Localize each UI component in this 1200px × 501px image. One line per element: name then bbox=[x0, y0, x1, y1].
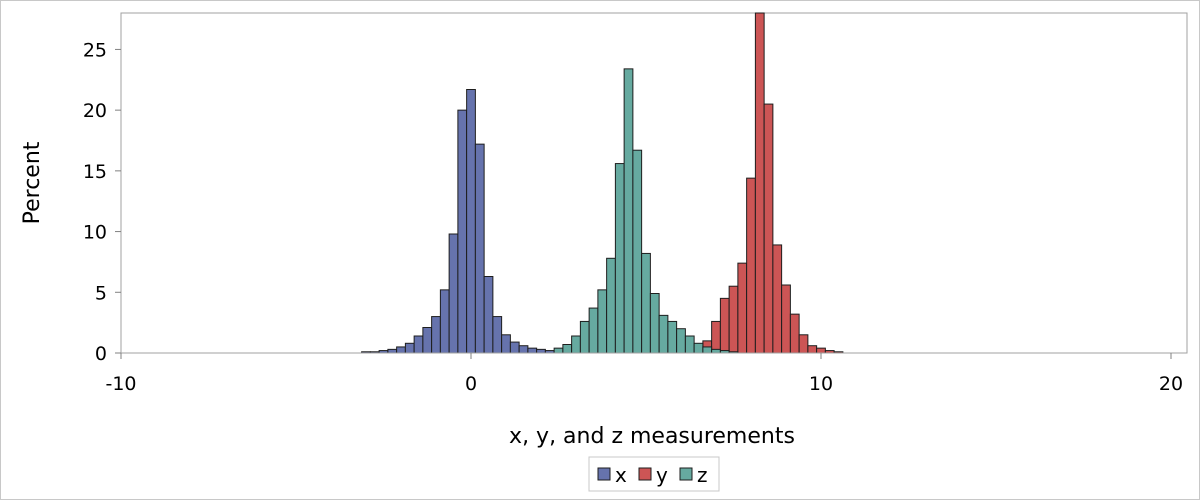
bar-x-11 bbox=[457, 109, 468, 354]
bar-y-9 bbox=[763, 103, 774, 354]
bar-x-3 bbox=[387, 348, 398, 354]
bar-z-13 bbox=[667, 320, 678, 354]
bar-x-8 bbox=[431, 316, 441, 354]
bar-y-8 bbox=[754, 12, 765, 354]
y-tick-label-1: 5 bbox=[95, 282, 107, 304]
x-axis-ticks: -10 0 10 20 bbox=[105, 353, 1183, 395]
bar-z-7 bbox=[614, 163, 625, 354]
bar-x-10 bbox=[448, 233, 459, 354]
bar-y-7 bbox=[746, 177, 756, 354]
y-axis-ticks: 0 5 10 15 20 25 bbox=[83, 39, 121, 365]
x-tick-label-1: 0 bbox=[465, 373, 477, 395]
bar-z-8 bbox=[623, 68, 634, 354]
bar-y-10 bbox=[772, 244, 783, 354]
bar-z-1 bbox=[562, 344, 573, 354]
bar-x-17 bbox=[509, 341, 520, 354]
y-tick-label-0: 0 bbox=[95, 343, 107, 365]
bar-z-15 bbox=[684, 335, 695, 354]
x-tick-label-0: -10 bbox=[105, 373, 136, 395]
bar-z-16 bbox=[693, 342, 704, 354]
legend-swatch-z bbox=[679, 467, 693, 481]
y-axis-title: Percent bbox=[20, 141, 45, 224]
bar-z-2 bbox=[571, 335, 581, 354]
bar-x-20 bbox=[536, 348, 546, 354]
bar-z-10 bbox=[641, 252, 651, 354]
bar-z-3 bbox=[579, 320, 590, 354]
y-tick-label-3: 15 bbox=[83, 161, 107, 183]
y-tick-label-4: 20 bbox=[83, 100, 107, 122]
bar-x-4 bbox=[396, 346, 406, 354]
bar-z-5 bbox=[597, 289, 608, 354]
legend-label-y: y bbox=[656, 463, 668, 487]
bar-z-9 bbox=[632, 149, 643, 354]
x-tick-label-3: 20 bbox=[1159, 373, 1183, 395]
bar-y-14 bbox=[807, 345, 818, 354]
bar-y-13 bbox=[798, 334, 809, 354]
bar-x-5 bbox=[404, 342, 415, 354]
legend-label-x: x bbox=[615, 463, 627, 487]
x-axis-title: x, y, and z measurements bbox=[509, 424, 795, 449]
bar-x-19 bbox=[527, 347, 538, 354]
legend-swatch-x bbox=[597, 467, 611, 481]
bar-x-14 bbox=[483, 276, 494, 354]
y-tick-label-2: 10 bbox=[83, 222, 107, 244]
bar-x-15 bbox=[492, 316, 503, 354]
bar-x-12 bbox=[466, 89, 476, 354]
bar-y-12 bbox=[789, 313, 800, 354]
bar-y-5 bbox=[728, 285, 739, 354]
bar-y-3 bbox=[711, 320, 721, 354]
y-tick-label-5: 25 bbox=[83, 39, 107, 61]
legend: x y z bbox=[588, 456, 720, 492]
bar-y-15 bbox=[816, 347, 826, 354]
bar-z-4 bbox=[588, 307, 599, 354]
bar-x-16 bbox=[501, 334, 511, 354]
bar-z-18 bbox=[711, 348, 721, 354]
bar-x-13 bbox=[474, 143, 485, 354]
bar-x-6 bbox=[413, 335, 424, 354]
legend-swatch-y bbox=[638, 467, 652, 481]
bar-z-6 bbox=[606, 257, 616, 354]
bar-x-9 bbox=[439, 289, 450, 354]
bars-group bbox=[361, 12, 844, 354]
bar-y-11 bbox=[781, 284, 791, 354]
x-tick-label-2: 10 bbox=[809, 373, 833, 395]
bar-z-12 bbox=[658, 314, 669, 354]
bar-y-6 bbox=[737, 262, 748, 354]
legend-label-z: z bbox=[697, 463, 708, 487]
bar-z-0 bbox=[553, 347, 564, 354]
bar-x-7 bbox=[422, 327, 433, 354]
bar-z-11 bbox=[649, 293, 660, 354]
bar-z-17 bbox=[702, 346, 713, 354]
bar-z-14 bbox=[676, 328, 686, 354]
legend-border bbox=[588, 456, 720, 492]
bar-x-18 bbox=[518, 345, 529, 354]
bar-y-4 bbox=[719, 297, 730, 354]
